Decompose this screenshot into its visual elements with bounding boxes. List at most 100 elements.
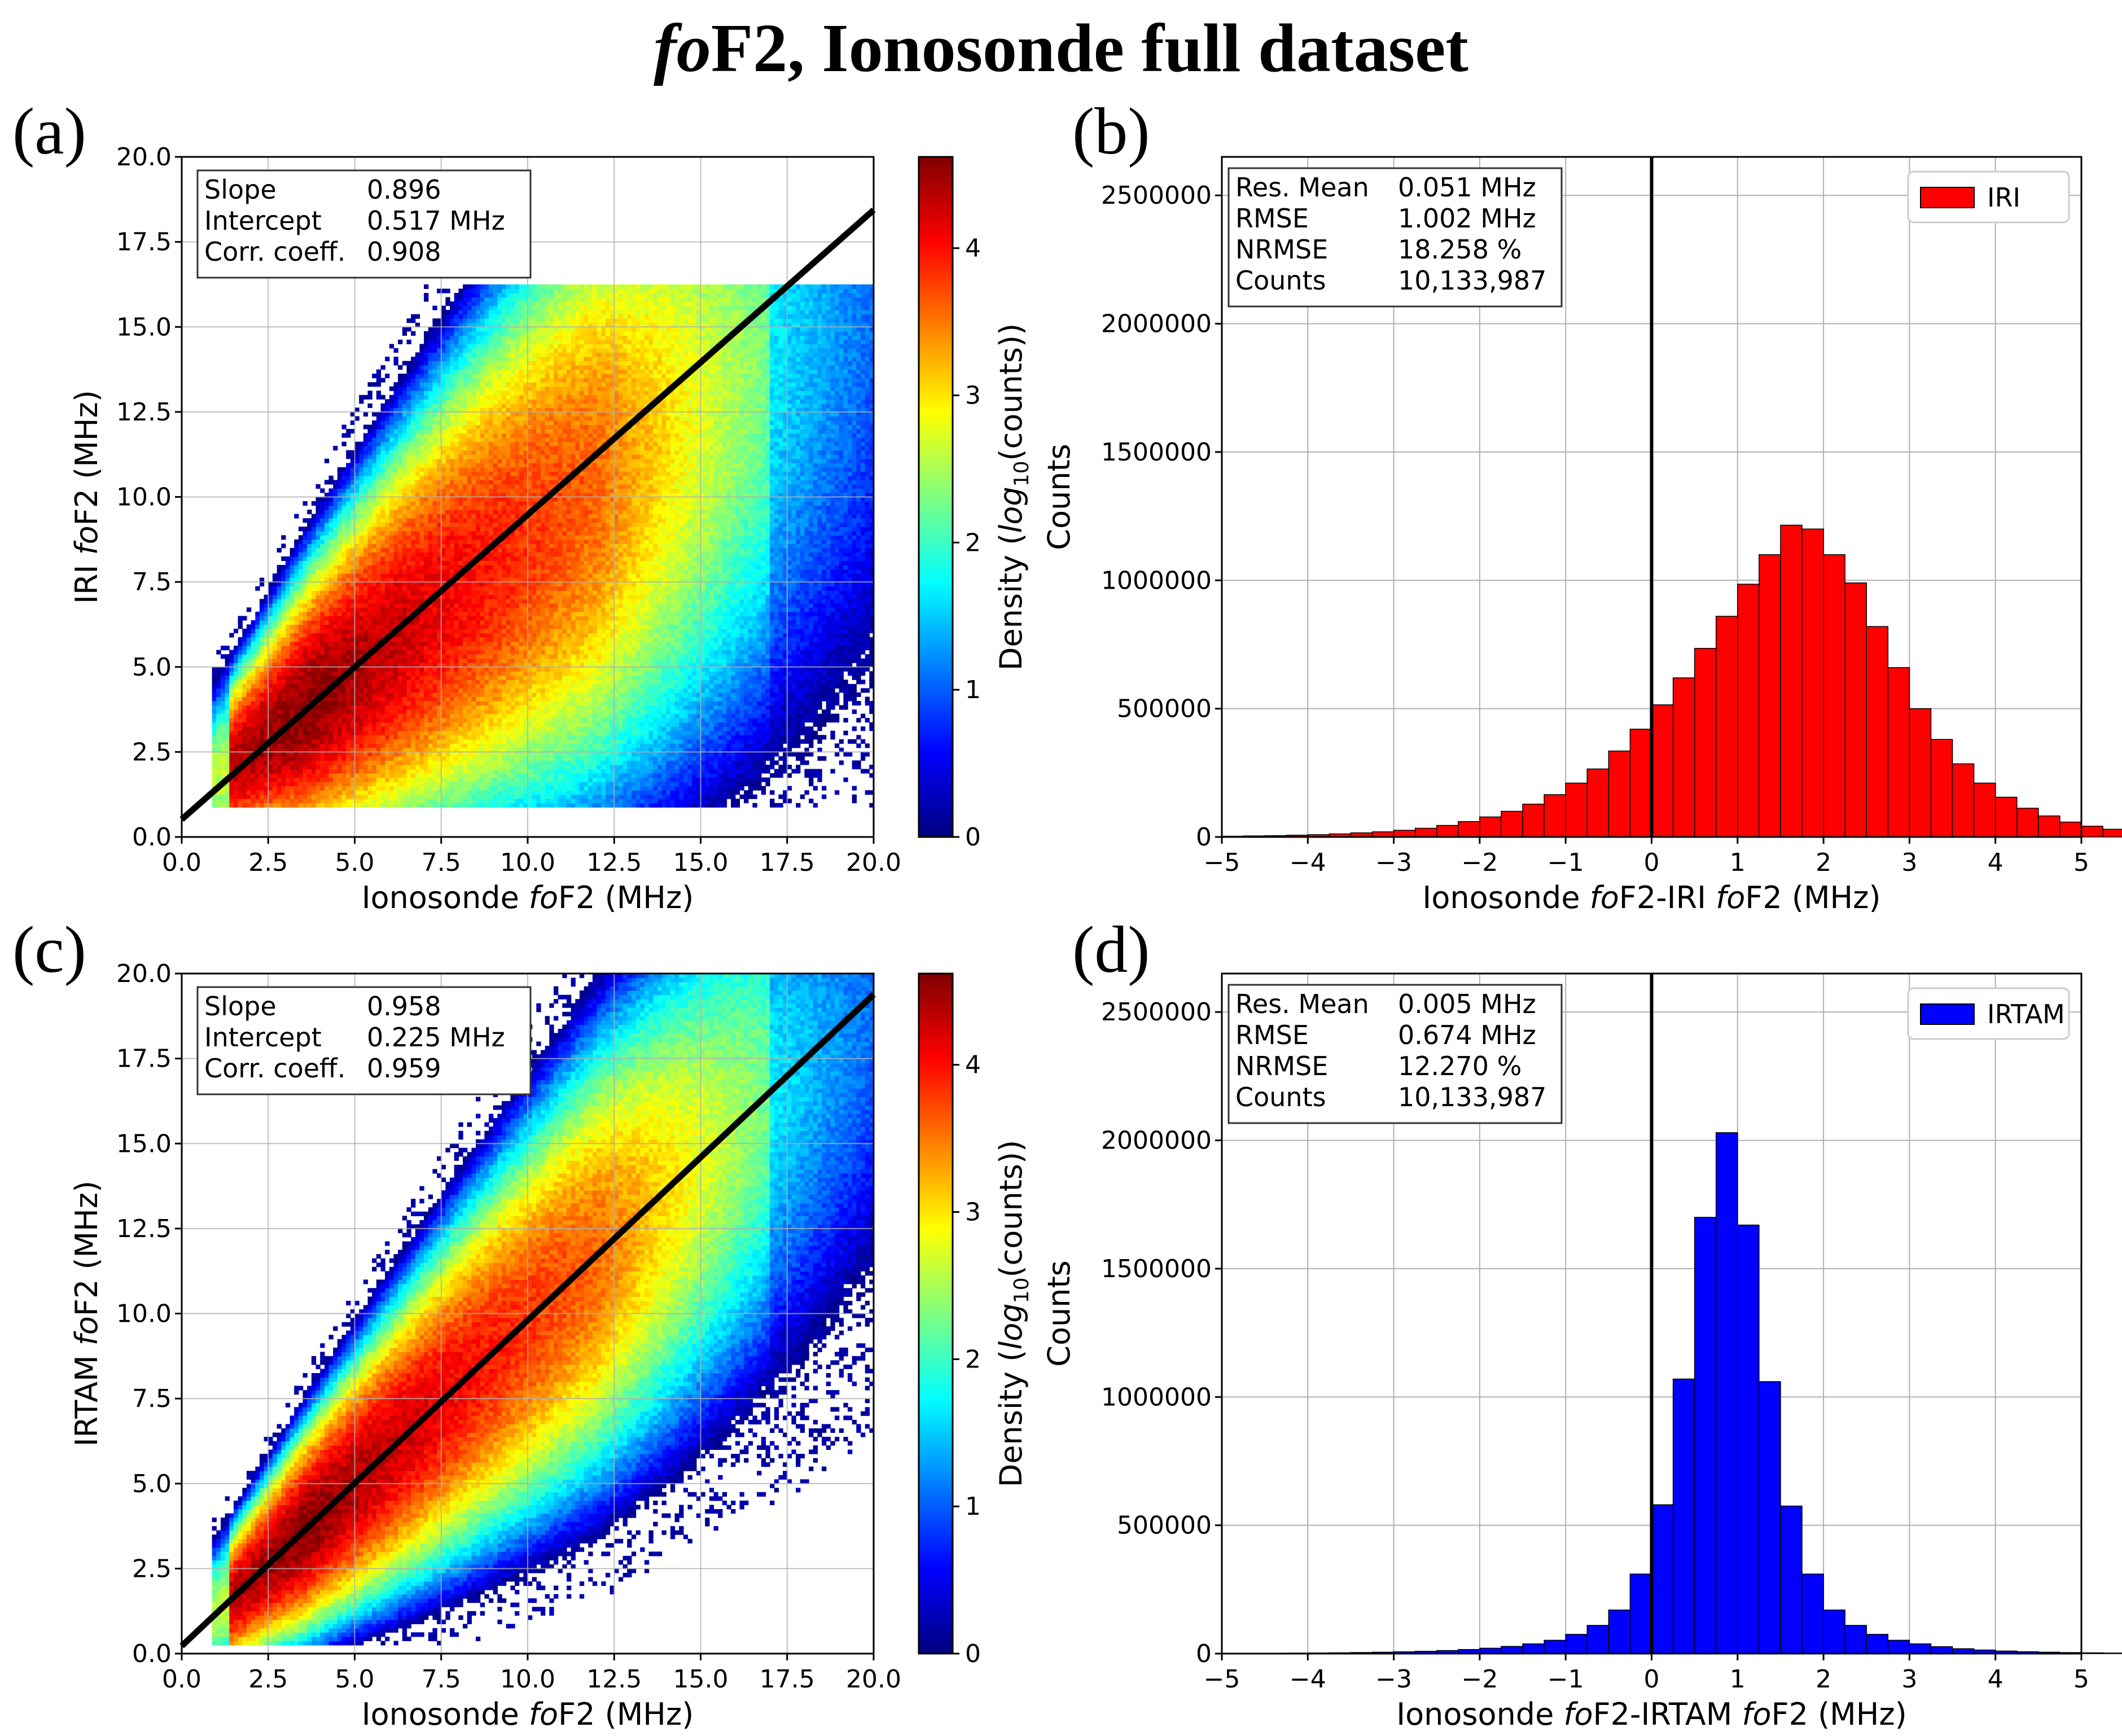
density-cell bbox=[238, 722, 243, 727]
density-cell bbox=[337, 646, 342, 650]
density-cell bbox=[273, 726, 277, 731]
density-cell bbox=[273, 637, 277, 642]
density-cell bbox=[234, 667, 238, 672]
density-cell bbox=[368, 705, 372, 710]
density-cell bbox=[376, 603, 381, 608]
density-cell bbox=[255, 624, 260, 629]
density-cell bbox=[303, 629, 308, 633]
density-cell bbox=[346, 760, 350, 765]
density-cell bbox=[221, 731, 225, 735]
density-cell bbox=[372, 543, 376, 548]
density-cell bbox=[251, 773, 256, 778]
density-cell bbox=[346, 433, 350, 438]
density-cell bbox=[286, 642, 290, 646]
density-cell bbox=[363, 552, 368, 556]
density-cell bbox=[346, 739, 350, 744]
density-cell bbox=[329, 480, 334, 484]
density-cell bbox=[359, 463, 363, 467]
density-cell bbox=[281, 633, 286, 638]
density-cell bbox=[229, 790, 234, 795]
density-cell bbox=[402, 650, 407, 655]
density-cell bbox=[325, 769, 329, 774]
density-cell bbox=[333, 726, 337, 731]
density-cell bbox=[290, 684, 295, 689]
density-cell bbox=[372, 599, 376, 603]
density-cell bbox=[234, 714, 238, 718]
density-cell bbox=[355, 467, 359, 472]
density-cell bbox=[303, 527, 308, 531]
density-cell bbox=[281, 535, 286, 540]
density-cell bbox=[277, 756, 282, 761]
density-cell bbox=[325, 556, 329, 561]
density-cell bbox=[398, 760, 402, 765]
density-cell bbox=[303, 752, 308, 756]
density-cell bbox=[337, 714, 342, 718]
density-cell bbox=[268, 799, 273, 803]
density-cell bbox=[329, 803, 334, 808]
density-cell bbox=[346, 782, 350, 786]
density-cell bbox=[398, 523, 402, 527]
density-cell bbox=[385, 420, 389, 425]
density-cell bbox=[342, 510, 347, 514]
density-cell bbox=[342, 573, 347, 578]
density-cell bbox=[355, 620, 359, 625]
density-cell bbox=[303, 731, 308, 735]
density-cell bbox=[394, 446, 398, 450]
density-cell bbox=[389, 590, 394, 595]
density-cell bbox=[368, 391, 372, 395]
density-cell bbox=[368, 637, 372, 642]
density-cell bbox=[329, 506, 334, 510]
density-cell bbox=[372, 735, 376, 739]
density-cell bbox=[281, 765, 286, 769]
density-cell bbox=[394, 531, 398, 536]
density-cell bbox=[359, 642, 363, 646]
density-cell bbox=[372, 726, 376, 731]
density-cell bbox=[346, 765, 350, 769]
density-cell bbox=[221, 684, 225, 689]
density-cell bbox=[394, 497, 398, 502]
density-cell bbox=[221, 654, 225, 659]
density-cell bbox=[303, 739, 308, 744]
density-cell bbox=[346, 790, 350, 795]
density-cell bbox=[333, 701, 337, 705]
density-cell bbox=[368, 382, 372, 387]
density-cell bbox=[225, 765, 230, 769]
density-cell bbox=[325, 795, 329, 799]
density-cell bbox=[376, 467, 381, 472]
density-cell bbox=[229, 739, 234, 744]
density-cell bbox=[273, 714, 277, 718]
density-cell bbox=[268, 654, 273, 659]
density-cell bbox=[294, 620, 299, 625]
density-cell bbox=[346, 450, 350, 455]
density-cell bbox=[273, 756, 277, 761]
density-cell bbox=[385, 463, 389, 467]
density-cell bbox=[376, 454, 381, 459]
density-cell bbox=[385, 718, 389, 722]
density-cell bbox=[242, 684, 247, 689]
density-cell bbox=[225, 676, 230, 680]
density-cell bbox=[337, 629, 342, 633]
density-cell bbox=[303, 552, 308, 556]
density-cell bbox=[389, 731, 394, 735]
density-cell bbox=[221, 803, 225, 808]
density-cell bbox=[216, 731, 221, 735]
density-cell bbox=[320, 607, 325, 612]
density-cell bbox=[376, 412, 381, 417]
density-cell bbox=[381, 629, 385, 633]
density-cell bbox=[303, 795, 308, 799]
density-cell bbox=[389, 565, 394, 569]
density-cell bbox=[320, 735, 325, 739]
density-cell bbox=[290, 667, 295, 672]
density-cell bbox=[320, 510, 325, 514]
density-cell bbox=[355, 778, 359, 782]
density-cell bbox=[355, 739, 359, 744]
density-cell bbox=[394, 743, 398, 748]
density-cell bbox=[398, 518, 402, 523]
density-cell bbox=[234, 701, 238, 705]
density-cell bbox=[216, 735, 221, 739]
density-cell bbox=[312, 743, 316, 748]
density-cell bbox=[312, 688, 316, 692]
density-cell bbox=[372, 778, 376, 782]
density-cell bbox=[376, 612, 381, 616]
density-cell bbox=[346, 506, 350, 510]
